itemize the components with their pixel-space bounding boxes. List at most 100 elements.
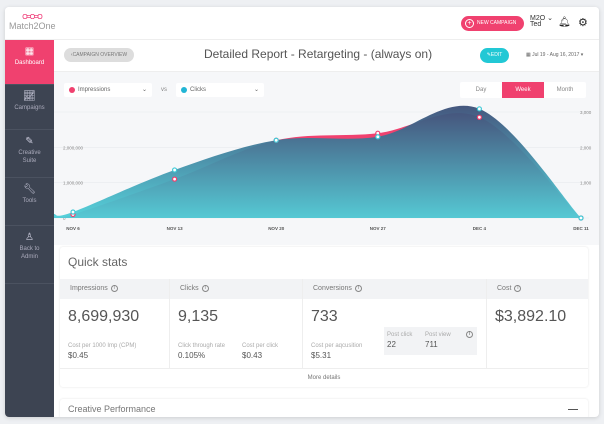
clicks-point (375, 134, 381, 140)
clicks-point (476, 106, 482, 112)
stat-sub: Cost per 1000 Imp (CPM) $0.45 (68, 342, 136, 360)
sub-header: ‹CAMPAIGN OVERVIEW Detailed Report - Ret… (54, 40, 599, 72)
stat-sub: Click through rate 0.105% (178, 342, 225, 360)
user-name: Ted (530, 21, 542, 28)
vs-label: vs (161, 87, 167, 93)
logo-text: Match2One (9, 21, 56, 31)
sub-label: Post click (387, 332, 413, 338)
stat-value: 733 (311, 308, 338, 325)
chart-area: Impressions ⌄ vs Clicks ⌄ Day Week Month 0… (54, 72, 599, 245)
sidebar-item-dashboard[interactable]: ▦ Dashboard (5, 40, 54, 85)
range-toggle: Day Week Month (460, 82, 586, 98)
dashboard-icon: ▦ (24, 46, 35, 57)
sidebar-item-creative-suite[interactable]: ✎ Creative Suite (5, 130, 54, 178)
right-tick-label: 2,000 (580, 145, 592, 150)
clicks-point (171, 167, 178, 173)
sidebar-label: Back to Admin (19, 246, 40, 260)
range-day[interactable]: Day (475, 87, 487, 93)
stat-value: 9,135 (178, 308, 219, 325)
quick-stats-title: Quick stats (68, 255, 128, 269)
sidebar-label: Creative Suite (18, 150, 41, 164)
stat-label: Conversions i (303, 279, 486, 299)
sidebar-item-tools[interactable]: 🔧︎ Tools (5, 178, 54, 226)
sub-label: Cost per 1000 Imp (CPM) (68, 343, 137, 349)
date-range-picker[interactable]: ▦ Jul 19 - Aug 16, 2017 ▾ (526, 52, 584, 58)
metric2-select[interactable]: Clicks ⌄ (176, 83, 264, 97)
stat-sub: Post click 22 (387, 331, 412, 349)
sub-label: Cost per click (242, 343, 279, 349)
clicks-point (578, 215, 584, 221)
stat-label-text: Cost (497, 285, 512, 292)
sidebar-item-back-to-admin[interactable]: ♙ Back to Admin (5, 226, 54, 284)
pencil-icon: ✎ (25, 136, 34, 147)
new-campaign-button[interactable]: + NEW CAMPAIGN (461, 16, 524, 31)
x-tick-label: NOV 13 (167, 226, 184, 231)
sub-label: Post view (425, 332, 451, 338)
sub-label: Click through rate (178, 343, 226, 349)
right-tick-label: 1,000 (580, 181, 592, 186)
wrench-icon: 🔧︎ (23, 184, 36, 195)
x-tick-label: DEC 11 (573, 226, 589, 231)
metric2-value: Clicks (190, 87, 206, 93)
more-details-link[interactable]: More details (60, 368, 588, 387)
x-tick-label: NOV 20 (268, 226, 285, 231)
stat-conversions: Conversions i 733 Cost per aqcusition $5.3… (303, 279, 487, 368)
stat-cost: Cost i $3,892.10 (487, 279, 588, 368)
calendar-icon: ▦ (526, 52, 533, 58)
chevron-down-icon: ⌄ (547, 15, 553, 22)
app-window: O=O=O Match2One + NEW CAMPAIGN M2O ⌄ Ted 🔔︎… (5, 7, 599, 417)
stat-label-text: Clicks (180, 285, 199, 292)
sidebar-item-campaigns[interactable]: 📈︎ Campaigns (5, 85, 54, 130)
campaign-overview-button[interactable]: ‹CAMPAIGN OVERVIEW (64, 48, 134, 62)
right-tick-label: 3,000 (580, 110, 592, 115)
x-tick-label: DEC 4 (473, 226, 487, 231)
metric1-select[interactable]: Impressions ⌄ (64, 83, 152, 97)
left-tick-label: 2,000,000 (63, 145, 84, 150)
stat-label: Clicks i (170, 279, 302, 299)
chevron-down-icon: ⌄ (253, 87, 259, 93)
collapse-icon[interactable] (568, 409, 578, 410)
clicks-area (54, 105, 581, 218)
back-label: CAMPAIGN OVERVIEW (72, 52, 128, 58)
clicks-dot-icon (181, 87, 187, 93)
stat-sub: Post view 711 (425, 331, 451, 349)
creative-performance-title: Creative Performance (68, 404, 156, 414)
edit-button[interactable]: ✎EDIT (480, 48, 509, 63)
sub-value: $0.45 (68, 351, 89, 360)
stat-value: $3,892.10 (495, 308, 567, 325)
range-month[interactable]: Month (556, 87, 574, 93)
x-tick-label: NOV 27 (370, 226, 387, 231)
info-icon[interactable]: i (466, 331, 473, 338)
page-title: Detailed Report - Retargeting - (always … (204, 47, 433, 61)
stats-header-bar (60, 279, 588, 299)
sidebar-label: Campaigns (14, 105, 45, 111)
bell-icon[interactable]: 🔔︎ (558, 17, 571, 28)
x-tick-label: NOV 6 (66, 226, 80, 231)
stat-sub: Cost per aqcusition $5.31 (311, 342, 362, 360)
creative-performance-card: Creative Performance (60, 399, 588, 417)
left-tick-label: 0 (63, 216, 66, 221)
user-menu[interactable]: M2O ⌄ Ted (530, 15, 553, 28)
info-icon[interactable]: i (201, 284, 209, 292)
clicks-point (273, 137, 279, 143)
sub-label: Cost per aqcusition (311, 343, 363, 349)
user-icon: ♙ (25, 232, 34, 243)
stat-label: Cost i (487, 279, 588, 299)
info-icon[interactable]: i (110, 284, 118, 292)
post-breakdown: Post click 22 Post view 711 i (384, 327, 477, 355)
date-range-label: Jul 19 - Aug 16, 2017 (532, 52, 580, 58)
sub-value: $0.43 (242, 351, 263, 360)
info-icon[interactable]: i (514, 284, 522, 292)
info-icon[interactable]: i (354, 284, 362, 292)
plus-icon: + (465, 19, 474, 28)
sub-value: $5.31 (311, 351, 332, 360)
top-header: O=O=O Match2One + NEW CAMPAIGN M2O ⌄ Ted 🔔︎… (5, 7, 599, 40)
sub-value: 22 (387, 340, 396, 349)
stat-label-text: Conversions (313, 285, 352, 292)
range-week[interactable]: Week (502, 82, 544, 98)
sidebar: ▦ Dashboard 📈︎ Campaigns ✎ Creative Suite 🔧… (5, 40, 54, 417)
sub-value: 711 (425, 340, 438, 349)
gear-icon[interactable]: ⚙ (578, 17, 588, 29)
logo[interactable]: O=O=O Match2One (9, 14, 56, 31)
